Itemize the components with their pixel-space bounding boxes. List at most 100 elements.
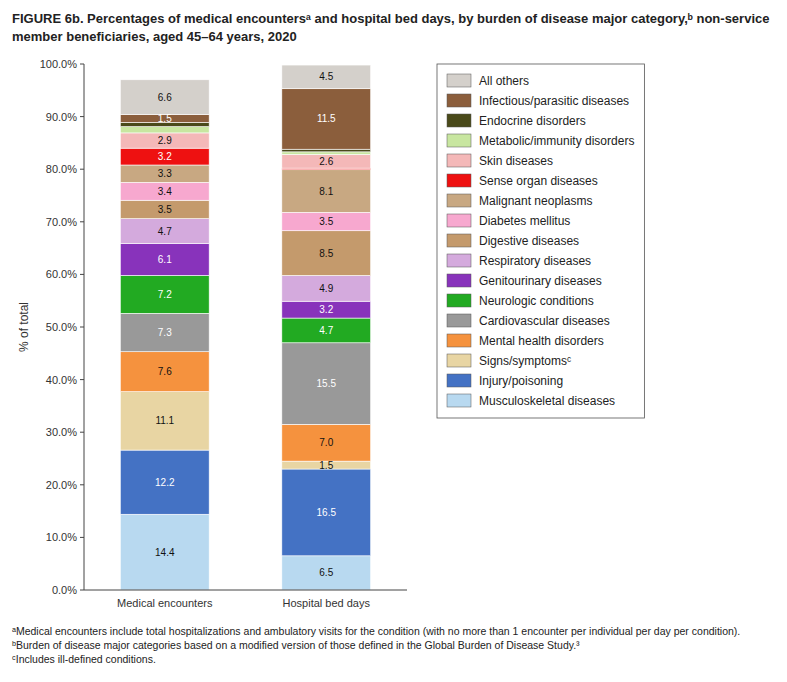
y-tick <box>80 274 84 275</box>
data-label: 2.9 <box>158 135 172 146</box>
data-label: 16.5 <box>317 507 337 518</box>
legend-label: Genitourinary diseases <box>479 274 602 288</box>
bar-segment <box>120 182 209 200</box>
legend-swatch <box>447 74 471 87</box>
chart: 14.46.512.216.511.11.57.67.07.315.57.24.… <box>12 52 775 620</box>
legend-label: Signs/symptomsᶜ <box>479 354 571 368</box>
legend-swatch <box>447 314 471 327</box>
bar-segment <box>282 152 371 155</box>
data-label: 6.6 <box>158 92 172 103</box>
legend-swatch <box>447 174 471 187</box>
legend-label: Skin diseases <box>479 154 553 168</box>
data-labels: 14.46.512.216.511.11.57.67.07.315.57.24.… <box>155 71 336 578</box>
bar-segment <box>282 89 371 149</box>
legend-label: Diabetes mellitus <box>479 214 570 228</box>
data-label: 1.5 <box>158 113 172 124</box>
legend-frame <box>437 64 644 418</box>
bar-segment <box>120 200 209 218</box>
y-tick-label: 80.0% <box>46 163 77 175</box>
footnote: ᵃMedical encounters include total hospit… <box>12 624 775 638</box>
data-label: 2.6 <box>319 156 333 167</box>
y-tick <box>80 537 84 538</box>
data-label: 14.4 <box>155 547 175 558</box>
legend-swatch <box>447 154 471 167</box>
bar-segment <box>282 318 371 343</box>
legend-label: Musculoskeletal diseases <box>479 394 615 408</box>
footnote: ᵇBurden of disease major categories base… <box>12 638 775 652</box>
data-label: 1.5 <box>319 460 333 471</box>
bar-segment <box>120 243 209 275</box>
legend-label: Respiratory diseases <box>479 254 591 268</box>
bar-segment <box>120 148 209 165</box>
bar-segment <box>120 80 209 115</box>
legend-label: All others <box>479 74 529 88</box>
data-label: 3.2 <box>158 151 172 162</box>
legend-swatch <box>447 134 471 147</box>
bar-segment <box>282 65 371 89</box>
legend-swatch <box>447 254 471 267</box>
legend-label: Injury/poisoning <box>479 374 563 388</box>
footnotes: ᵃMedical encounters include total hospit… <box>12 624 775 666</box>
x-axis-line <box>84 590 407 591</box>
legend-swatch <box>447 214 471 227</box>
legend-swatch <box>447 194 471 207</box>
y-tick <box>80 432 84 433</box>
page: FIGURE 6b. Percentages of medical encoun… <box>0 0 787 676</box>
y-tick-label: 70.0% <box>46 216 77 228</box>
y-tick <box>80 116 84 117</box>
legend: All othersInfectious/parasitic diseasesE… <box>437 64 644 418</box>
data-label: 6.5 <box>319 567 333 578</box>
legend-swatch <box>447 334 471 347</box>
footnote: ᶜIncludes ill-defined conditions. <box>12 652 775 666</box>
bar-segment <box>282 301 371 318</box>
bar-segment <box>282 231 371 276</box>
legend-swatch <box>447 274 471 287</box>
y-tick <box>80 379 84 380</box>
y-tick-label: 40.0% <box>46 374 77 386</box>
y-tick-label: 0.0% <box>52 584 77 596</box>
y-tick-label: 10.0% <box>46 531 77 543</box>
bar-segment <box>120 450 209 514</box>
legend-swatch <box>447 354 471 367</box>
data-label: 3.5 <box>158 204 172 215</box>
bar-segment <box>282 469 371 556</box>
data-label: 3.5 <box>319 216 333 227</box>
legend-label: Mental health disorders <box>479 334 604 348</box>
bar-segment <box>282 556 371 590</box>
y-tick-label: 90.0% <box>46 111 77 123</box>
legend-label: Endocrine disorders <box>479 114 586 128</box>
y-tick-label: 100.0% <box>40 58 78 70</box>
data-label: 3.2 <box>319 304 333 315</box>
legend-swatch <box>447 394 471 407</box>
data-label: 4.7 <box>319 325 333 336</box>
bar-segment <box>282 343 371 425</box>
y-tick <box>80 221 84 222</box>
bars <box>120 65 370 590</box>
legend-label: Sense organ diseases <box>479 174 598 188</box>
bar-segment <box>282 424 371 461</box>
axes: 0.0%10.0%20.0%30.0%40.0%50.0%60.0%70.0%8… <box>40 58 407 609</box>
data-label: 4.5 <box>319 71 333 82</box>
legend-swatch <box>447 294 471 307</box>
chart-svg: 14.46.512.216.511.11.57.67.07.315.57.24.… <box>12 52 775 620</box>
data-label: 4.9 <box>319 283 333 294</box>
y-axis-label: % of total <box>17 302 31 352</box>
bar-segment <box>120 165 209 182</box>
data-label: 6.1 <box>158 254 172 265</box>
bar-segment <box>282 154 371 168</box>
legend-label: Malignant neoplasms <box>479 194 592 208</box>
x-tick-label: Hospital bed days <box>283 597 371 609</box>
bar-segment <box>282 170 371 213</box>
bar-segment <box>120 275 209 313</box>
y-tick <box>80 64 84 65</box>
bar-segment <box>120 392 209 450</box>
bar-segment <box>120 219 209 244</box>
bar-segment <box>120 313 209 351</box>
bar-segment <box>282 275 371 301</box>
data-label: 7.0 <box>319 437 333 448</box>
y-tick-label: 60.0% <box>46 268 77 280</box>
data-label: 12.2 <box>155 477 175 488</box>
legend-label: Digestive diseases <box>479 234 579 248</box>
x-tick-label: Medical encounters <box>117 597 213 609</box>
data-label: 4.7 <box>158 226 172 237</box>
